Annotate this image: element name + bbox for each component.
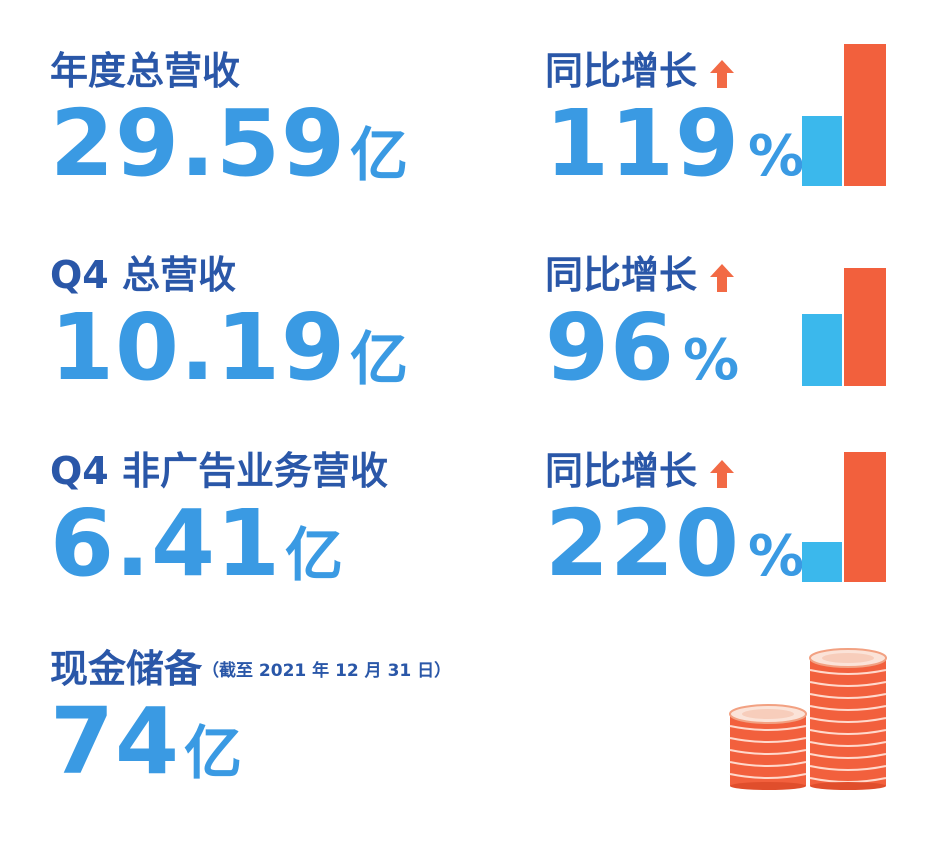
growth-value: 119% [545, 98, 804, 190]
coin-stack-icon [729, 648, 887, 790]
metric-unit: 亿 [350, 121, 409, 189]
metric-value: 6.41亿 [50, 498, 388, 590]
bar-current-year [844, 44, 886, 186]
up-arrow-icon [710, 59, 735, 88]
growth-label-row: 同比增长 [545, 452, 804, 490]
metric-label: 现金储备 [50, 647, 203, 691]
metric-value: 74亿 [50, 696, 451, 788]
coin-stack-tall [809, 648, 887, 790]
growth-value: 220% [545, 498, 804, 590]
bar-previous-year [802, 116, 842, 186]
metric-annual-revenue: 年度总营收 29.59亿 [50, 52, 408, 190]
metric-cash-reserve: 现金储备（截至 2021 年 12 月 31 日） 74亿 [50, 650, 451, 788]
growth-q4-non-ad-revenue: 同比增长 220% [545, 452, 804, 590]
percent-sign: % [683, 328, 740, 393]
up-arrow-icon [710, 263, 735, 292]
metric-label-row: 现金储备（截至 2021 年 12 月 31 日） [50, 650, 451, 688]
bar-previous-year [802, 542, 842, 582]
metric-unit: 亿 [285, 521, 344, 589]
metric-number: 29.59 [50, 90, 347, 197]
metric-value: 10.19亿 [50, 302, 408, 394]
metric-note: （截至 2021 年 12 月 31 日） [202, 661, 452, 681]
percent-sign: % [748, 524, 805, 589]
growth-number: 220 [545, 490, 741, 597]
metric-q4-revenue: Q4 总营收 10.19亿 [50, 256, 408, 394]
growth-q4-revenue: 同比增长 96% [545, 256, 739, 394]
bar-previous-year [802, 314, 842, 386]
metric-unit: 亿 [184, 719, 243, 787]
metric-q4-non-ad-revenue: Q4 非广告业务营收 6.41亿 [50, 452, 388, 590]
growth-annual-revenue: 同比增长 119% [545, 52, 804, 190]
growth-label-row: 同比增长 [545, 256, 739, 294]
growth-label: 同比增长 [545, 449, 698, 493]
growth-bar-chart [802, 44, 886, 186]
metric-unit: 亿 [350, 325, 409, 393]
coin-stack-short [729, 704, 807, 790]
growth-bar-chart [802, 452, 886, 582]
metric-number: 6.41 [50, 490, 281, 597]
growth-number: 119 [545, 90, 741, 197]
metric-label: Q4 总营收 [50, 253, 236, 297]
metric-label: Q4 非广告业务营收 [50, 449, 388, 493]
percent-sign: % [748, 124, 805, 189]
growth-label: 同比增长 [545, 253, 698, 297]
bar-current-year [844, 268, 886, 386]
metric-value: 29.59亿 [50, 98, 408, 190]
growth-value: 96% [545, 302, 739, 394]
metric-number: 10.19 [50, 294, 347, 401]
growth-number: 96 [545, 294, 676, 401]
bar-current-year [844, 452, 886, 582]
growth-label-row: 同比增长 [545, 52, 804, 90]
growth-label: 同比增长 [545, 49, 698, 93]
up-arrow-icon [710, 459, 735, 488]
metric-label: 年度总营收 [50, 49, 241, 93]
metric-number: 74 [50, 688, 181, 795]
growth-bar-chart [802, 268, 886, 386]
